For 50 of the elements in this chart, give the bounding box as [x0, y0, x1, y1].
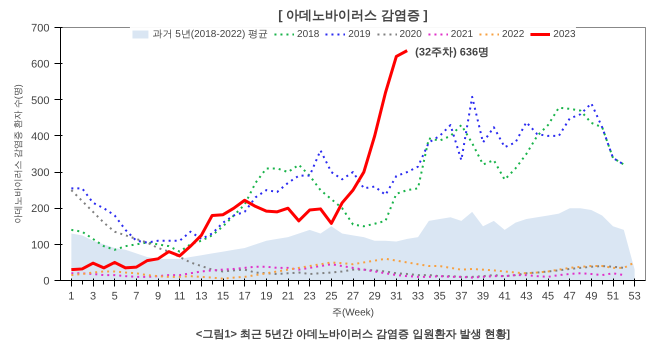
line-series: [70, 263, 625, 279]
text: <그림1> 최근 5년간 아데노바이러스 감염증 입원환자 발생 현황]: [196, 328, 510, 340]
line-series: [70, 49, 409, 272]
x-tick-label: 3: [90, 290, 96, 302]
x-tick-label: 13: [195, 290, 208, 302]
y-tick-label: 300: [31, 167, 50, 180]
x-tick-label: 53: [628, 290, 641, 302]
y-tick-label: 600: [31, 58, 50, 71]
y-tick-label: 0: [43, 276, 50, 288]
x-tick-label: 11: [174, 290, 186, 302]
x-tick-label: 21: [282, 290, 294, 302]
y-tick-label: 200: [31, 203, 50, 216]
x-tick-label: 35: [434, 290, 446, 302]
x-tick-label: 49: [585, 290, 598, 302]
legend-label: 2020: [400, 28, 422, 40]
x-tick-label: 31: [390, 290, 402, 302]
x-tick-label: 1: [68, 290, 74, 302]
annotation: (32주차) 636명: [415, 46, 490, 59]
x-tick-label: 5: [112, 290, 118, 302]
x-tick-label: 47: [564, 290, 576, 302]
x-tick-label: 45: [542, 290, 554, 302]
x-tick-label: 27: [346, 290, 360, 302]
y-tick-label: 400: [31, 130, 50, 143]
y-axis-title: 아데노바이러스 감염증 환자 수(명): [13, 84, 24, 224]
legend-label: 2021: [450, 28, 474, 40]
x-tick-label: 29: [368, 290, 381, 302]
legend-label: 2023: [553, 28, 576, 40]
x-tick-label: 19: [260, 290, 272, 302]
legend-label: 2019: [348, 28, 371, 40]
x-tick-label: 41: [498, 290, 511, 302]
x-tick-label: 15: [216, 290, 230, 302]
legend-label: 과거 5년(2018-2022) 평균: [152, 28, 268, 41]
y-tick-label: 500: [31, 94, 50, 107]
line-series: [70, 189, 625, 278]
x-tick-label: 39: [476, 290, 490, 302]
x-tick-label: 33: [412, 290, 424, 302]
x-tick-label: 51: [606, 290, 620, 302]
y-tick-label: 100: [31, 239, 50, 252]
x-tick-label: 37: [455, 290, 468, 302]
x-axis-title: 주(Week): [332, 308, 374, 318]
x-tick-label: 7: [133, 290, 140, 302]
y-tick-label: 700: [31, 22, 50, 34]
legend-label: 2018: [297, 28, 320, 40]
chart-title: [ 아데노바이러스 감염증 ]: [278, 8, 428, 22]
x-tick-label: 25: [325, 290, 338, 302]
legend-label: 2022: [502, 28, 524, 40]
x-tick-label: 43: [520, 290, 532, 302]
x-tick-label: 9: [154, 290, 162, 302]
x-tick-label: 23: [304, 290, 316, 302]
x-tick-label: 17: [238, 290, 251, 302]
